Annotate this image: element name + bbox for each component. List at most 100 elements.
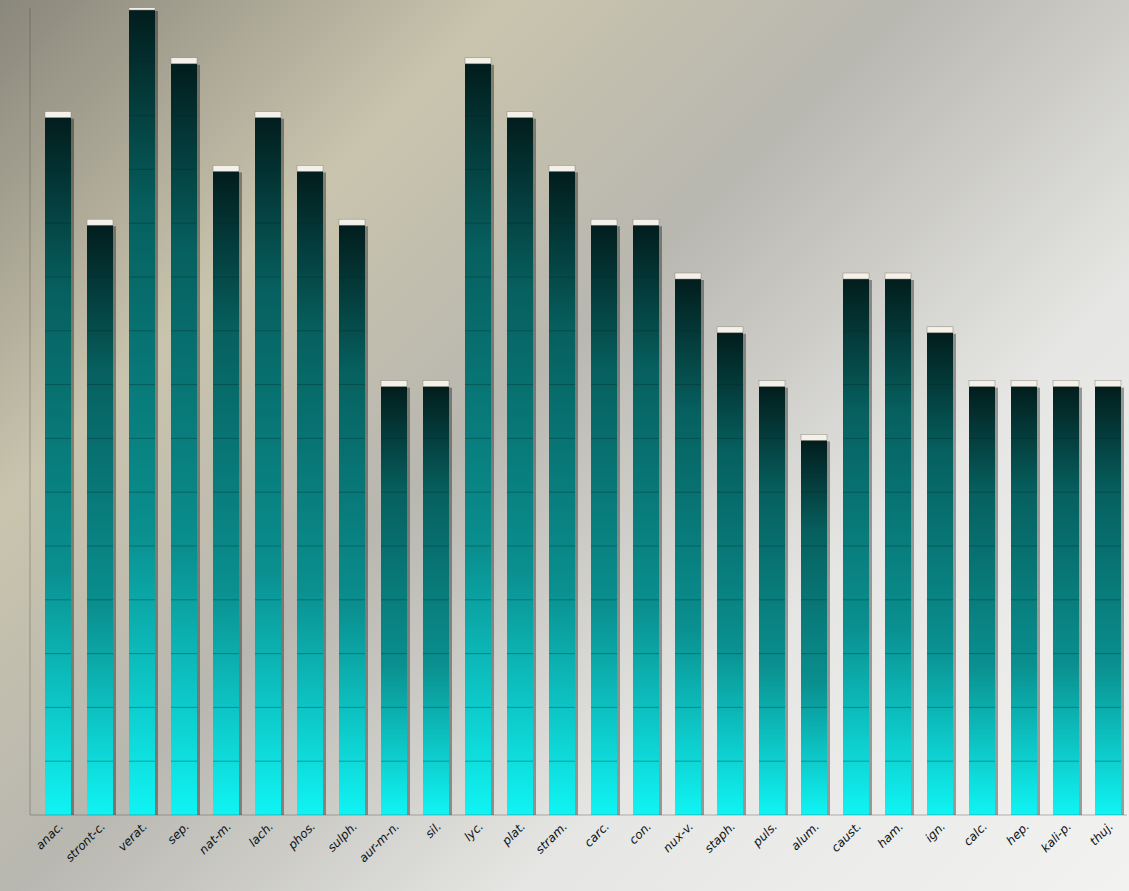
segment-divider [549, 599, 575, 600]
segment-divider [1095, 546, 1121, 547]
bar [969, 385, 995, 815]
segment-divider [297, 546, 323, 547]
segment-divider [885, 707, 911, 708]
segment-divider [129, 707, 155, 708]
segment-divider [717, 438, 743, 439]
segment-divider [885, 653, 911, 654]
segment-divider [297, 330, 323, 331]
x-tick-label: ham. [875, 819, 906, 850]
segment-divider [717, 707, 743, 708]
segment-divider [717, 492, 743, 493]
segment-divider [87, 384, 113, 385]
segment-divider [927, 492, 953, 493]
segment-divider [129, 169, 155, 170]
x-tick-label: ign. [922, 819, 948, 845]
segment-divider [591, 599, 617, 600]
segment-divider [129, 438, 155, 439]
bar-cap [297, 165, 323, 171]
segment-divider [675, 599, 701, 600]
segment-divider [927, 384, 953, 385]
segment-divider [549, 384, 575, 385]
segment-divider [801, 653, 827, 654]
segment-divider [1011, 707, 1037, 708]
segment-divider [171, 761, 197, 762]
segment-divider [381, 653, 407, 654]
segment-divider [507, 330, 533, 331]
segment-divider [339, 707, 365, 708]
x-tick-label: verat. [115, 819, 150, 854]
x-tick-label: stront-c. [63, 819, 108, 864]
segment-divider [969, 438, 995, 439]
segment-divider [927, 707, 953, 708]
bar-cap [255, 112, 281, 118]
segment-divider [255, 384, 281, 385]
segment-divider [507, 384, 533, 385]
segment-divider [297, 492, 323, 493]
segment-divider [1095, 653, 1121, 654]
segment-divider [381, 761, 407, 762]
segment-divider [465, 761, 491, 762]
segment-divider [45, 707, 71, 708]
segment-divider [465, 115, 491, 116]
segment-divider [297, 384, 323, 385]
x-tick-label: carc. [582, 819, 613, 850]
segment-divider [801, 707, 827, 708]
segment-divider [87, 707, 113, 708]
segment-divider [423, 761, 449, 762]
segment-divider [1011, 438, 1037, 439]
bar [759, 385, 785, 815]
segment-divider [717, 599, 743, 600]
x-tick-label: thuj. [1087, 819, 1116, 848]
segment-divider [255, 223, 281, 224]
segment-divider [591, 384, 617, 385]
x-tick-label: lach. [246, 819, 276, 849]
bar-cap [171, 58, 197, 64]
segment-divider [213, 330, 239, 331]
x-tick-label: lyc. [461, 819, 486, 844]
segment-divider [675, 492, 701, 493]
segment-divider [969, 761, 995, 762]
segment-divider [45, 761, 71, 762]
segment-divider [759, 653, 785, 654]
segment-divider [423, 438, 449, 439]
segment-divider [381, 599, 407, 600]
segment-divider [297, 761, 323, 762]
segment-divider [339, 653, 365, 654]
segment-divider [129, 384, 155, 385]
segment-divider [213, 438, 239, 439]
segment-divider [1011, 761, 1037, 762]
bar [129, 8, 155, 815]
bar [507, 116, 533, 815]
bar [465, 62, 491, 815]
bar [171, 62, 197, 815]
bar-cap [927, 327, 953, 333]
bar-cap [633, 219, 659, 225]
segment-divider [339, 384, 365, 385]
bar-cap [423, 381, 449, 387]
bar [87, 223, 113, 815]
segment-divider [213, 277, 239, 278]
segment-divider [1095, 599, 1121, 600]
x-tick-label: alum. [788, 819, 822, 853]
segment-divider [591, 761, 617, 762]
x-tick-label: sulph. [325, 819, 361, 855]
bar [423, 385, 449, 815]
segment-divider [381, 546, 407, 547]
x-tick-label: sil. [422, 819, 444, 841]
segment-divider [255, 707, 281, 708]
segment-divider [255, 277, 281, 278]
segment-divider [927, 438, 953, 439]
segment-divider [507, 653, 533, 654]
segment-divider [549, 546, 575, 547]
segment-divider [843, 438, 869, 439]
bar [1011, 385, 1037, 815]
segment-divider [1095, 492, 1121, 493]
segment-divider [129, 761, 155, 762]
segment-divider [213, 546, 239, 547]
segment-divider [423, 599, 449, 600]
segment-divider [213, 599, 239, 600]
segment-divider [129, 653, 155, 654]
segment-divider [45, 330, 71, 331]
segment-divider [633, 761, 659, 762]
segment-divider [885, 438, 911, 439]
